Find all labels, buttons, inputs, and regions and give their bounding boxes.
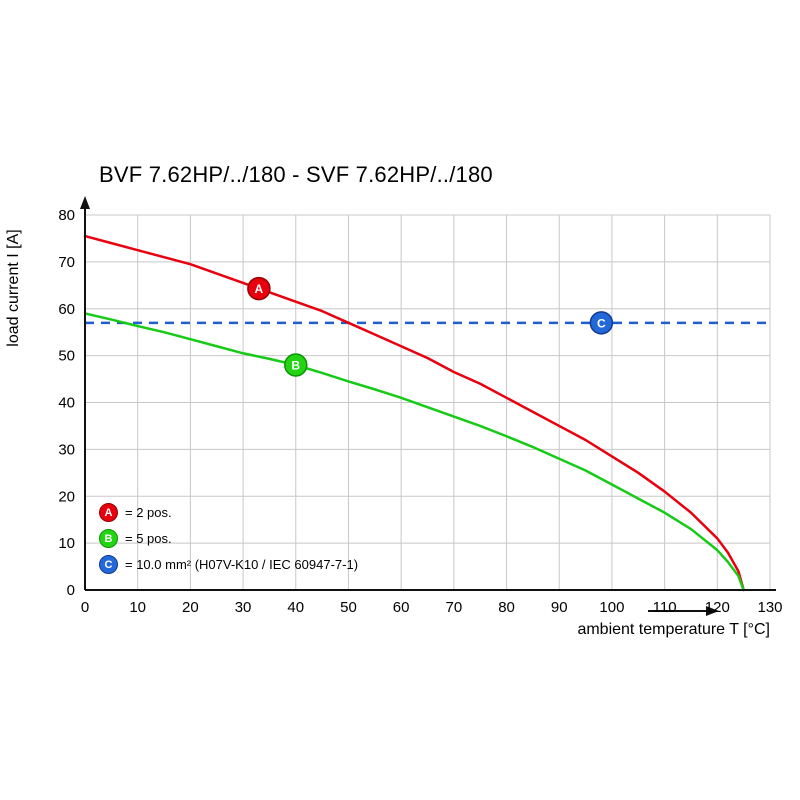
- marker-letter-A: A: [255, 282, 264, 296]
- x-tick-label: 70: [446, 599, 463, 616]
- series-B-curve: [83, 312, 745, 592]
- series-A-curve: [83, 234, 745, 592]
- x-tick-label: 10: [129, 599, 146, 616]
- legend-marker-A-icon: A: [99, 503, 118, 522]
- x-axis-label: ambient temperature T [°C]: [577, 621, 770, 638]
- x-tick-label: 110: [653, 599, 677, 616]
- y-tick-label: 70: [58, 254, 75, 271]
- x-tick-label: 80: [498, 599, 515, 616]
- legend-label-B: = 5 pos.: [125, 531, 172, 546]
- x-tick-label: 0: [81, 599, 89, 616]
- x-tick-label: 20: [182, 599, 199, 616]
- y-tick-label: 50: [58, 348, 75, 365]
- y-tick-label: 80: [58, 207, 75, 224]
- marker-letter-C: C: [597, 316, 606, 330]
- y-tick-label: 30: [58, 441, 75, 458]
- legend-marker-C-icon: C: [99, 555, 118, 574]
- x-tick-label: 60: [393, 599, 410, 616]
- legend-label-A: = 2 pos.: [125, 505, 172, 520]
- y-axis-label: load current I [A]: [5, 229, 22, 346]
- y-tick-label: 20: [58, 488, 75, 505]
- x-tick-label: 130: [757, 599, 782, 616]
- y-tick-label: 40: [58, 395, 75, 412]
- chart-title: BVF 7.62HP/../180 - SVF 7.62HP/../180: [99, 162, 493, 187]
- chart-legend: A = 2 pos. B = 5 pos. C = 10.0 mm² (H07V-K10 …: [99, 503, 358, 574]
- marker-letter-B: B: [291, 359, 300, 373]
- x-tick-label: 50: [340, 599, 357, 616]
- legend-item-B: B = 5 pos.: [99, 529, 358, 548]
- x-axis-arrow-icon: [706, 606, 719, 616]
- marker-A: [247, 276, 271, 301]
- legend-item-A: A = 2 pos.: [99, 503, 358, 522]
- marker-B: [284, 353, 308, 377]
- y-tick-label: 60: [58, 301, 75, 318]
- chart-generated-layer: 0 10 20 30 40 50 60 70 80 90 100 110 120 130 0 10 20 30 40…: [58, 196, 783, 616]
- y-tick-label: 10: [58, 535, 75, 552]
- legend-label-C: = 10.0 mm² (H07V-K10 / IEC 60947-7-1): [125, 557, 359, 572]
- x-tick-label: 30: [235, 599, 252, 616]
- legend-marker-B-icon: B: [99, 529, 118, 548]
- marker-C: [589, 311, 614, 335]
- x-tick-label: 40: [287, 599, 304, 616]
- x-tick-label: 90: [551, 599, 568, 616]
- y-axis-arrow-icon: [80, 196, 90, 209]
- x-tick-label: 120: [705, 599, 730, 616]
- legend-item-C: C = 10.0 mm² (H07V-K10 / IEC 60947-7-1): [99, 555, 358, 574]
- x-tick-label: 100: [599, 599, 624, 616]
- y-tick-label: 0: [67, 582, 75, 599]
